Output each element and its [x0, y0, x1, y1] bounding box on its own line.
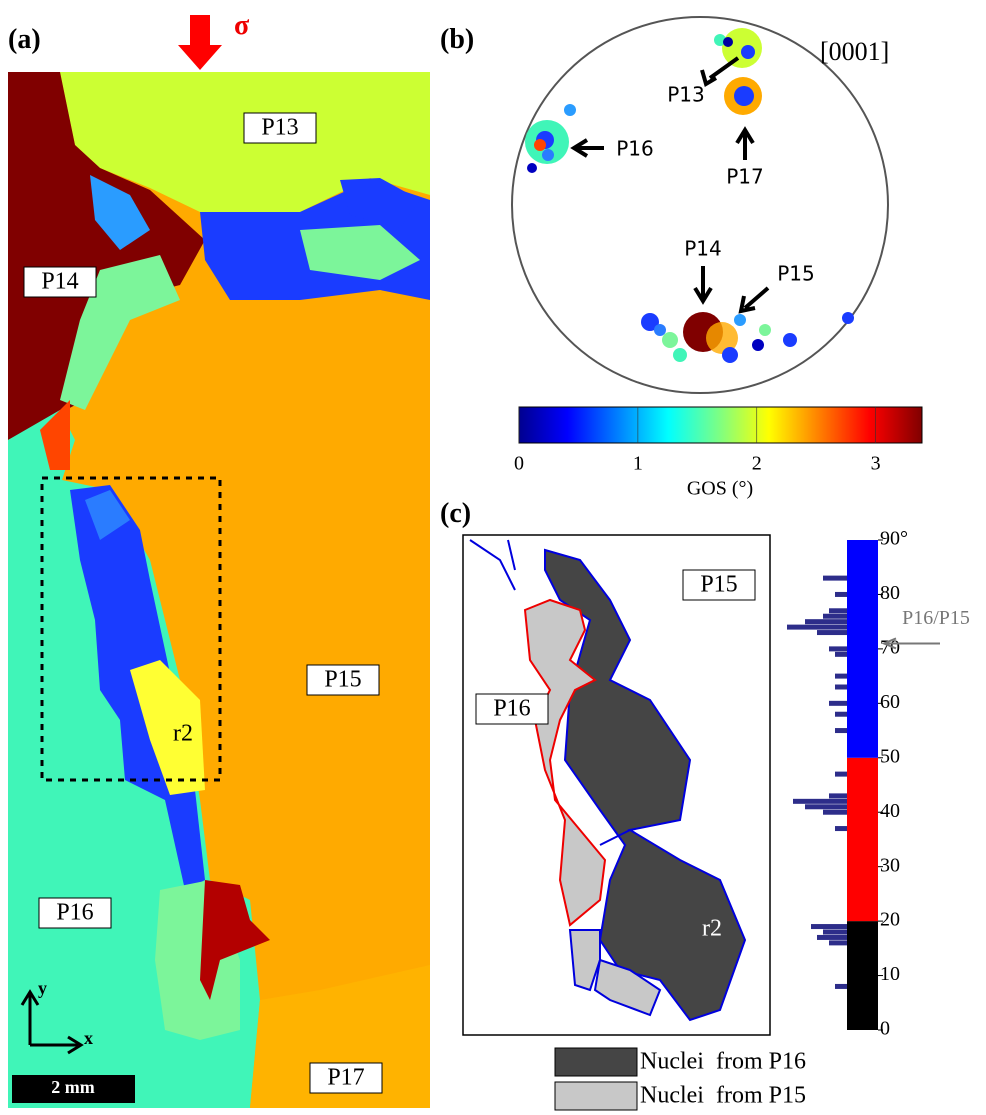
grain-label: P14 [41, 269, 78, 295]
legend-swatch [554, 1047, 638, 1077]
scale-bar [12, 1075, 135, 1103]
histogram-bar [829, 608, 847, 614]
histogram-bar [811, 924, 847, 930]
histogram-bar [829, 793, 847, 799]
legend-label: Nuclei from P16 [640, 1049, 806, 1075]
label-box [682, 569, 756, 601]
angle-band [847, 757, 878, 922]
histogram-bar [823, 613, 847, 619]
histogram-bar [793, 798, 847, 804]
histogram-bar [835, 591, 847, 597]
legend-swatch [554, 1081, 638, 1111]
pole-label: P13 [667, 83, 705, 107]
panel-label: (c) [440, 498, 471, 529]
panel-label: (a) [8, 24, 41, 55]
histogram-bar [835, 771, 847, 777]
histogram-bar [829, 700, 847, 706]
histogram-bar [835, 673, 847, 679]
y-tick-label: 20 [880, 909, 900, 931]
y-tick-label: 70 [880, 636, 900, 658]
histogram-bar [823, 929, 847, 935]
colorbar-tick-label: 2 [752, 453, 762, 475]
y-tick-label: 40 [880, 800, 900, 822]
grain-label: P17 [327, 1065, 364, 1091]
poles [525, 28, 854, 363]
y-tick-label: 10 [880, 963, 900, 985]
direction-label: [0001] [820, 37, 889, 66]
axes-arrows [20, 989, 84, 1055]
label-box [38, 897, 112, 929]
y-tick-label: 30 [880, 854, 900, 876]
y-tick-label: 80 [880, 582, 900, 604]
grain-label: P15 [324, 667, 361, 693]
pole-arrows [570, 56, 770, 314]
angle-band [847, 540, 878, 758]
histogram-bar [835, 711, 847, 717]
legend-label: Nuclei from P15 [640, 1083, 806, 1109]
histogram-bar [835, 684, 847, 690]
scale-label: 2 mm [51, 1077, 95, 1097]
histogram-bar [835, 983, 847, 989]
histogram-bar [817, 934, 847, 940]
y-tick-label: 60 [880, 691, 900, 713]
y-tick-label: 50 [880, 745, 900, 767]
label-box [306, 664, 380, 696]
histogram-bar [823, 809, 847, 815]
pole-label: P16 [616, 137, 654, 161]
region-label: r2 [173, 721, 193, 747]
axis-label: x [84, 1028, 93, 1048]
grain-label: P13 [261, 115, 298, 141]
histogram-bar [817, 630, 847, 636]
colorbar-tick-label: 0 [514, 453, 524, 475]
y-tick-label: 90° [880, 528, 908, 550]
colorbar-label: GOS (°) [687, 478, 753, 500]
histogram-bar [823, 575, 847, 581]
histogram-bar [835, 728, 847, 734]
histogram-bar [829, 940, 847, 946]
pole-label: P15 [777, 262, 815, 286]
y-tick-label: 0 [880, 1018, 890, 1040]
angle-band [847, 921, 878, 1030]
grain-map [8, 72, 430, 1108]
label-box [243, 112, 317, 144]
histogram-bar [805, 619, 847, 625]
stress-label: σ [234, 10, 250, 41]
zoom-box [40, 476, 222, 782]
region-label: r2 [702, 916, 722, 942]
histogram-bar [805, 804, 847, 810]
histogram-bar [835, 651, 847, 657]
histogram-bar [835, 826, 847, 832]
label-box [475, 693, 549, 725]
ratio-label: P16/P15 [902, 607, 970, 629]
colorbar-tick-label: 3 [871, 453, 881, 475]
nuclei-map [469, 539, 747, 1022]
ratio-arrowhead [881, 637, 897, 650]
panel-label: (b) [440, 24, 474, 55]
pole-label: P14 [684, 237, 722, 261]
histogram-bar [829, 646, 847, 652]
histogram-bar [787, 624, 847, 630]
colorbar-tick-label: 1 [633, 453, 643, 475]
label-box [309, 1062, 383, 1094]
pole-label: P17 [726, 165, 764, 189]
grain-label: P16 [56, 900, 93, 926]
stress-arrow [178, 15, 222, 70]
grain-label: P15 [700, 572, 737, 598]
axis-label: y [38, 978, 47, 998]
colorbar [518, 406, 923, 444]
pole-figure [511, 16, 889, 394]
grain-label: P16 [493, 696, 530, 722]
label-box [23, 266, 97, 298]
